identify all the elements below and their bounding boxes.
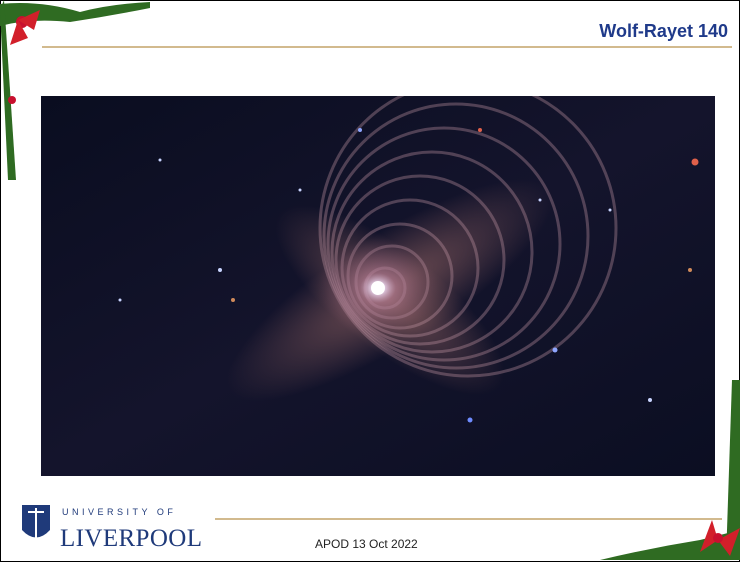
logo-line2: LIVERPOOL [60, 525, 202, 552]
holly-bottom-right [600, 380, 740, 560]
footer-caption: APOD 13 Oct 2022 [315, 537, 418, 551]
logo-line1: UNIVERSITY OF [62, 507, 176, 517]
university-logo: UNIVERSITY OF LIVERPOOL [22, 505, 202, 552]
holly-top-left [0, 0, 150, 180]
slide-title: Wolf-Rayet 140 [599, 21, 728, 41]
nebula-image [41, 96, 715, 476]
